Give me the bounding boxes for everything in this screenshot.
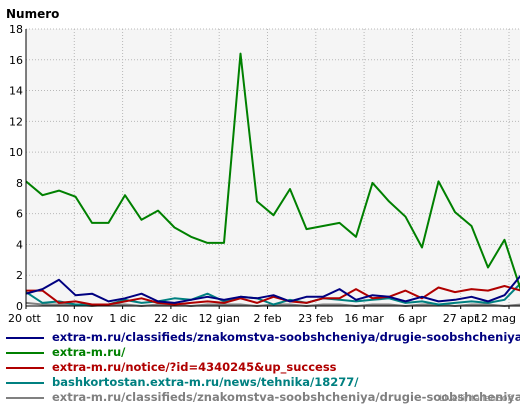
axes: 0 2 4 6 8 10 12 14 16 18 20 ott 10 nov 1 dic 22 dic 12… xyxy=(8,23,520,325)
y-tick-label: 2 xyxy=(16,269,23,282)
legend-swatch xyxy=(6,351,44,354)
legend-item: extra-m.ru/classifieds/znakomstva-soobsh… xyxy=(6,390,520,405)
y-tick-label: 10 xyxy=(9,146,23,159)
y-tick-label: 8 xyxy=(16,177,23,190)
legend-swatch xyxy=(6,396,44,399)
x-tick-label: 27 apr xyxy=(443,312,479,325)
chart-svg: Numero 0 2 4 6 8 10 12 14 16 18 20 ott 10 nov 1 dic 2… xyxy=(6,7,520,325)
footer-credit: Livelli/ItalianSoft xyxy=(439,394,514,404)
plot-area xyxy=(26,29,520,306)
x-tick-label: 2 feb xyxy=(253,312,281,325)
legend-label: extra-m.ru/ xyxy=(52,345,126,359)
series-layer xyxy=(25,52,520,307)
y-tick-label: 4 xyxy=(16,238,23,251)
x-tick-label: 10 nov xyxy=(55,312,93,325)
legend-item: bashkortostan.extra-m.ru/news/tehnika/18… xyxy=(6,375,520,390)
legend-label: extra-m.ru/classifieds/znakomstva-soobsh… xyxy=(52,330,520,344)
legend-swatch xyxy=(6,336,44,339)
x-tick-label: 12 mag xyxy=(474,312,516,325)
series-line xyxy=(25,274,520,304)
legend-swatch xyxy=(6,366,44,369)
y-tick-label: 6 xyxy=(16,208,23,221)
y-tick-label: 12 xyxy=(9,115,23,128)
x-tick-label: 22 dic xyxy=(154,312,188,325)
x-tick-label: 16 mar xyxy=(344,312,384,325)
series-line xyxy=(26,285,520,306)
x-tick-label: 20 ott xyxy=(8,312,42,325)
legend-label: extra-m.ru/notice/?id=4340245&up_success xyxy=(52,360,337,374)
y-tick-label: 16 xyxy=(9,54,23,67)
legend-item: extra-m.ru/notice/?id=4340245&up_success xyxy=(6,360,520,375)
x-tick-label: 1 dic xyxy=(109,312,136,325)
legend: extra-m.ru/classifieds/znakomstva-soobsh… xyxy=(6,330,520,405)
y-axis-label: Numero xyxy=(6,7,59,21)
y-tick-label: 14 xyxy=(9,85,23,98)
x-tick-label: 23 feb xyxy=(298,312,333,325)
legend-item: extra-m.ru/ xyxy=(6,345,520,360)
legend-label: extra-m.ru/classifieds/znakomstva-soobsh… xyxy=(52,390,520,404)
x-tick-label: 12 gian xyxy=(199,312,240,325)
y-tick-label: 18 xyxy=(9,23,23,36)
y-tick-label: 0 xyxy=(16,300,23,313)
legend-item: extra-m.ru/classifieds/znakomstva-soobsh… xyxy=(6,330,520,345)
legend-label: bashkortostan.extra-m.ru/news/tehnika/18… xyxy=(52,375,359,389)
legend-swatch xyxy=(6,381,44,384)
series-line xyxy=(25,52,520,291)
x-tick-label: 6 apr xyxy=(398,312,427,325)
